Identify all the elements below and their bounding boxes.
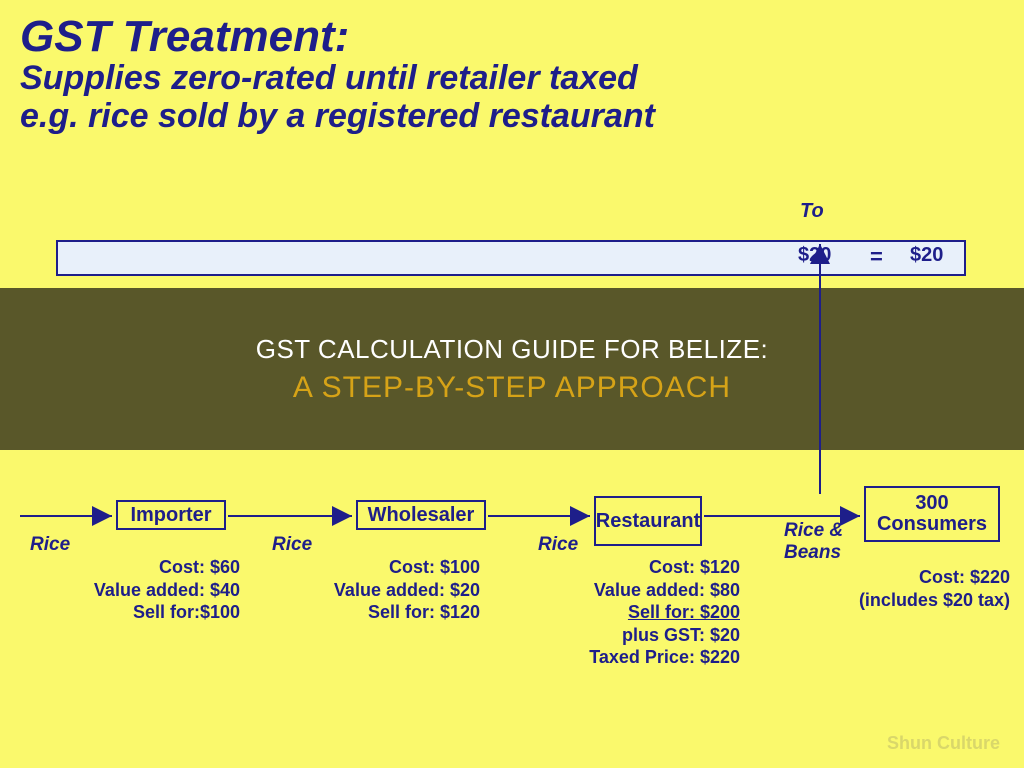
overlay-band: GST CALCULATION GUIDE FOR BELIZE: A STEP… — [0, 288, 1024, 450]
sub-title-2: e.g. rice sold by a registered restauran… — [20, 98, 1004, 135]
stage-box-2: Restaurant — [594, 496, 702, 546]
band-line-1: GST CALCULATION GUIDE FOR BELIZE: — [256, 334, 769, 365]
footer-credit: Shun Culture — [887, 733, 1000, 754]
bar-total: $20 — [910, 244, 943, 267]
stage-details-1: Cost: $100Value added: $20Sell for: $120 — [300, 556, 480, 624]
stage-box-3: 300 Consumers — [864, 486, 1000, 542]
main-title: GST Treatment: — [20, 14, 1004, 60]
to-label: To — [800, 200, 824, 223]
product-label-3: Rice &Beans — [784, 520, 843, 564]
sub-title-1: Supplies zero-rated until retailer taxed — [20, 60, 1004, 97]
product-label-2: Rice — [538, 534, 578, 556]
bar-amount: $20 — [798, 244, 831, 267]
product-label-1: Rice — [272, 534, 312, 556]
stage-box-0: Importer — [116, 500, 226, 530]
band-line-2: A STEP-BY-STEP APPROACH — [293, 371, 731, 405]
stage-details-3: Cost: $220(includes $20 tax) — [820, 566, 1010, 611]
stage-details-0: Cost: $60Value added: $40Sell for:$100 — [60, 556, 240, 624]
stage-details-2: Cost: $120Value added: $80Sell for: $200… — [552, 556, 740, 669]
bar-equals: = — [870, 244, 883, 270]
product-label-0: Rice — [30, 534, 70, 556]
stage-box-1: Wholesaler — [356, 500, 486, 530]
